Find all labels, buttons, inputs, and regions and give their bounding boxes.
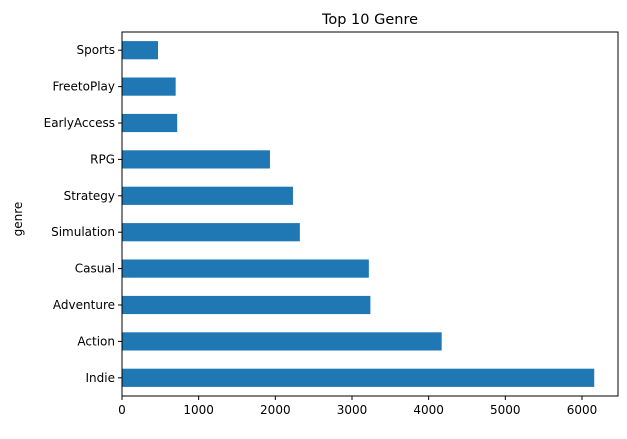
- x-tick-label: 2000: [260, 403, 291, 417]
- bar-indie: [122, 368, 595, 387]
- y-tick-label: Sports: [77, 43, 115, 57]
- x-tick-label: 1000: [183, 403, 214, 417]
- y-tick-label: RPG: [90, 152, 115, 166]
- bar-sports: [122, 41, 159, 60]
- x-tick-label: 6000: [567, 403, 598, 417]
- x-tick-label: 5000: [490, 403, 521, 417]
- y-tick-label: Simulation: [51, 225, 115, 239]
- plot-frame: [121, 31, 619, 397]
- bar-simulation: [122, 223, 300, 242]
- y-tick-label: Indie: [86, 371, 115, 385]
- bars-group: [122, 41, 595, 387]
- x-tick-label: 3000: [337, 403, 368, 417]
- y-tick-label: Action: [77, 334, 115, 348]
- bar-strategy: [122, 186, 293, 205]
- bar-casual: [122, 259, 369, 278]
- x-tick-label: 4000: [413, 403, 444, 417]
- y-tick-label: Strategy: [64, 189, 115, 203]
- y-axis-label: genre: [11, 202, 25, 237]
- y-tick-label: Adventure: [53, 298, 115, 312]
- bar-rpg: [122, 150, 270, 169]
- bar-action: [122, 332, 442, 351]
- y-axis-ticks: Indie Action Adventure Casual Simulation Stra…: [44, 43, 122, 385]
- bar-earlyaccess: [122, 113, 178, 133]
- y-tick-label: Casual: [75, 262, 115, 276]
- chart-title: Top 10 Genre: [321, 12, 418, 28]
- bar-freetoplay: [122, 77, 176, 96]
- x-tick-label: 0: [118, 403, 126, 417]
- y-tick-label: EarlyAccess: [44, 116, 115, 130]
- bar-adventure: [122, 295, 371, 315]
- y-tick-label: FreetoPlay: [52, 80, 115, 94]
- x-axis-ticks: 0 1000 2000 3000 4000 5000 6000: [118, 396, 597, 417]
